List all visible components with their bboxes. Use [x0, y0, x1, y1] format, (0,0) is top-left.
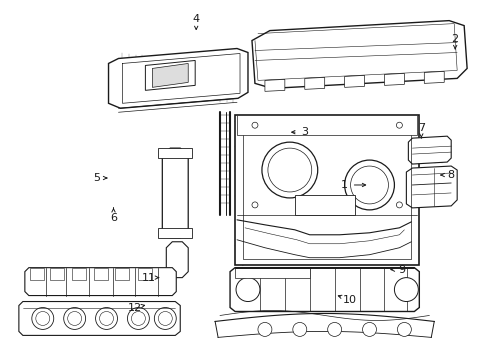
Polygon shape [152, 63, 188, 87]
Circle shape [95, 307, 117, 329]
Circle shape [67, 311, 81, 325]
Circle shape [394, 278, 417, 302]
Polygon shape [384, 73, 404, 85]
Polygon shape [424, 71, 443, 84]
Polygon shape [115, 268, 129, 280]
Text: 11: 11 [141, 273, 155, 283]
Circle shape [350, 166, 387, 204]
Circle shape [131, 311, 145, 325]
Polygon shape [108, 49, 247, 108]
Text: 12: 12 [127, 302, 141, 312]
Polygon shape [406, 166, 456, 208]
Polygon shape [25, 268, 176, 296]
Polygon shape [50, 268, 63, 280]
Text: 8: 8 [447, 170, 454, 180]
Circle shape [327, 323, 341, 336]
Polygon shape [304, 77, 324, 89]
Text: 7: 7 [417, 123, 424, 133]
Circle shape [397, 323, 410, 336]
Circle shape [158, 311, 172, 325]
Polygon shape [235, 115, 419, 265]
Polygon shape [235, 268, 309, 278]
Circle shape [292, 323, 306, 336]
Polygon shape [158, 228, 192, 238]
Text: 1: 1 [341, 180, 347, 190]
Polygon shape [294, 195, 354, 215]
Circle shape [154, 307, 176, 329]
Polygon shape [166, 242, 188, 278]
Text: 5: 5 [93, 173, 100, 183]
Polygon shape [19, 302, 180, 336]
Circle shape [100, 311, 113, 325]
Text: 10: 10 [342, 294, 356, 305]
Circle shape [262, 142, 317, 198]
Polygon shape [145, 60, 195, 90]
Circle shape [127, 307, 149, 329]
Circle shape [258, 323, 271, 336]
Circle shape [362, 323, 376, 336]
Polygon shape [237, 115, 416, 135]
Text: 2: 2 [451, 33, 458, 44]
Polygon shape [162, 148, 188, 238]
Text: 6: 6 [110, 213, 117, 223]
Circle shape [236, 278, 260, 302]
Circle shape [396, 202, 402, 208]
Circle shape [344, 160, 394, 210]
Circle shape [251, 122, 258, 128]
Circle shape [396, 122, 402, 128]
Text: 3: 3 [301, 127, 307, 137]
Polygon shape [72, 268, 85, 280]
Circle shape [32, 307, 54, 329]
Polygon shape [264, 80, 285, 91]
Polygon shape [251, 21, 466, 88]
Polygon shape [93, 268, 107, 280]
Polygon shape [229, 268, 419, 311]
Polygon shape [344, 75, 364, 87]
Text: 9: 9 [397, 265, 404, 275]
Polygon shape [407, 136, 450, 164]
Circle shape [36, 311, 50, 325]
Circle shape [63, 307, 85, 329]
Circle shape [267, 148, 311, 192]
Polygon shape [158, 148, 192, 158]
Polygon shape [30, 268, 44, 280]
Circle shape [251, 202, 258, 208]
Polygon shape [138, 268, 152, 280]
Text: 4: 4 [192, 14, 199, 24]
